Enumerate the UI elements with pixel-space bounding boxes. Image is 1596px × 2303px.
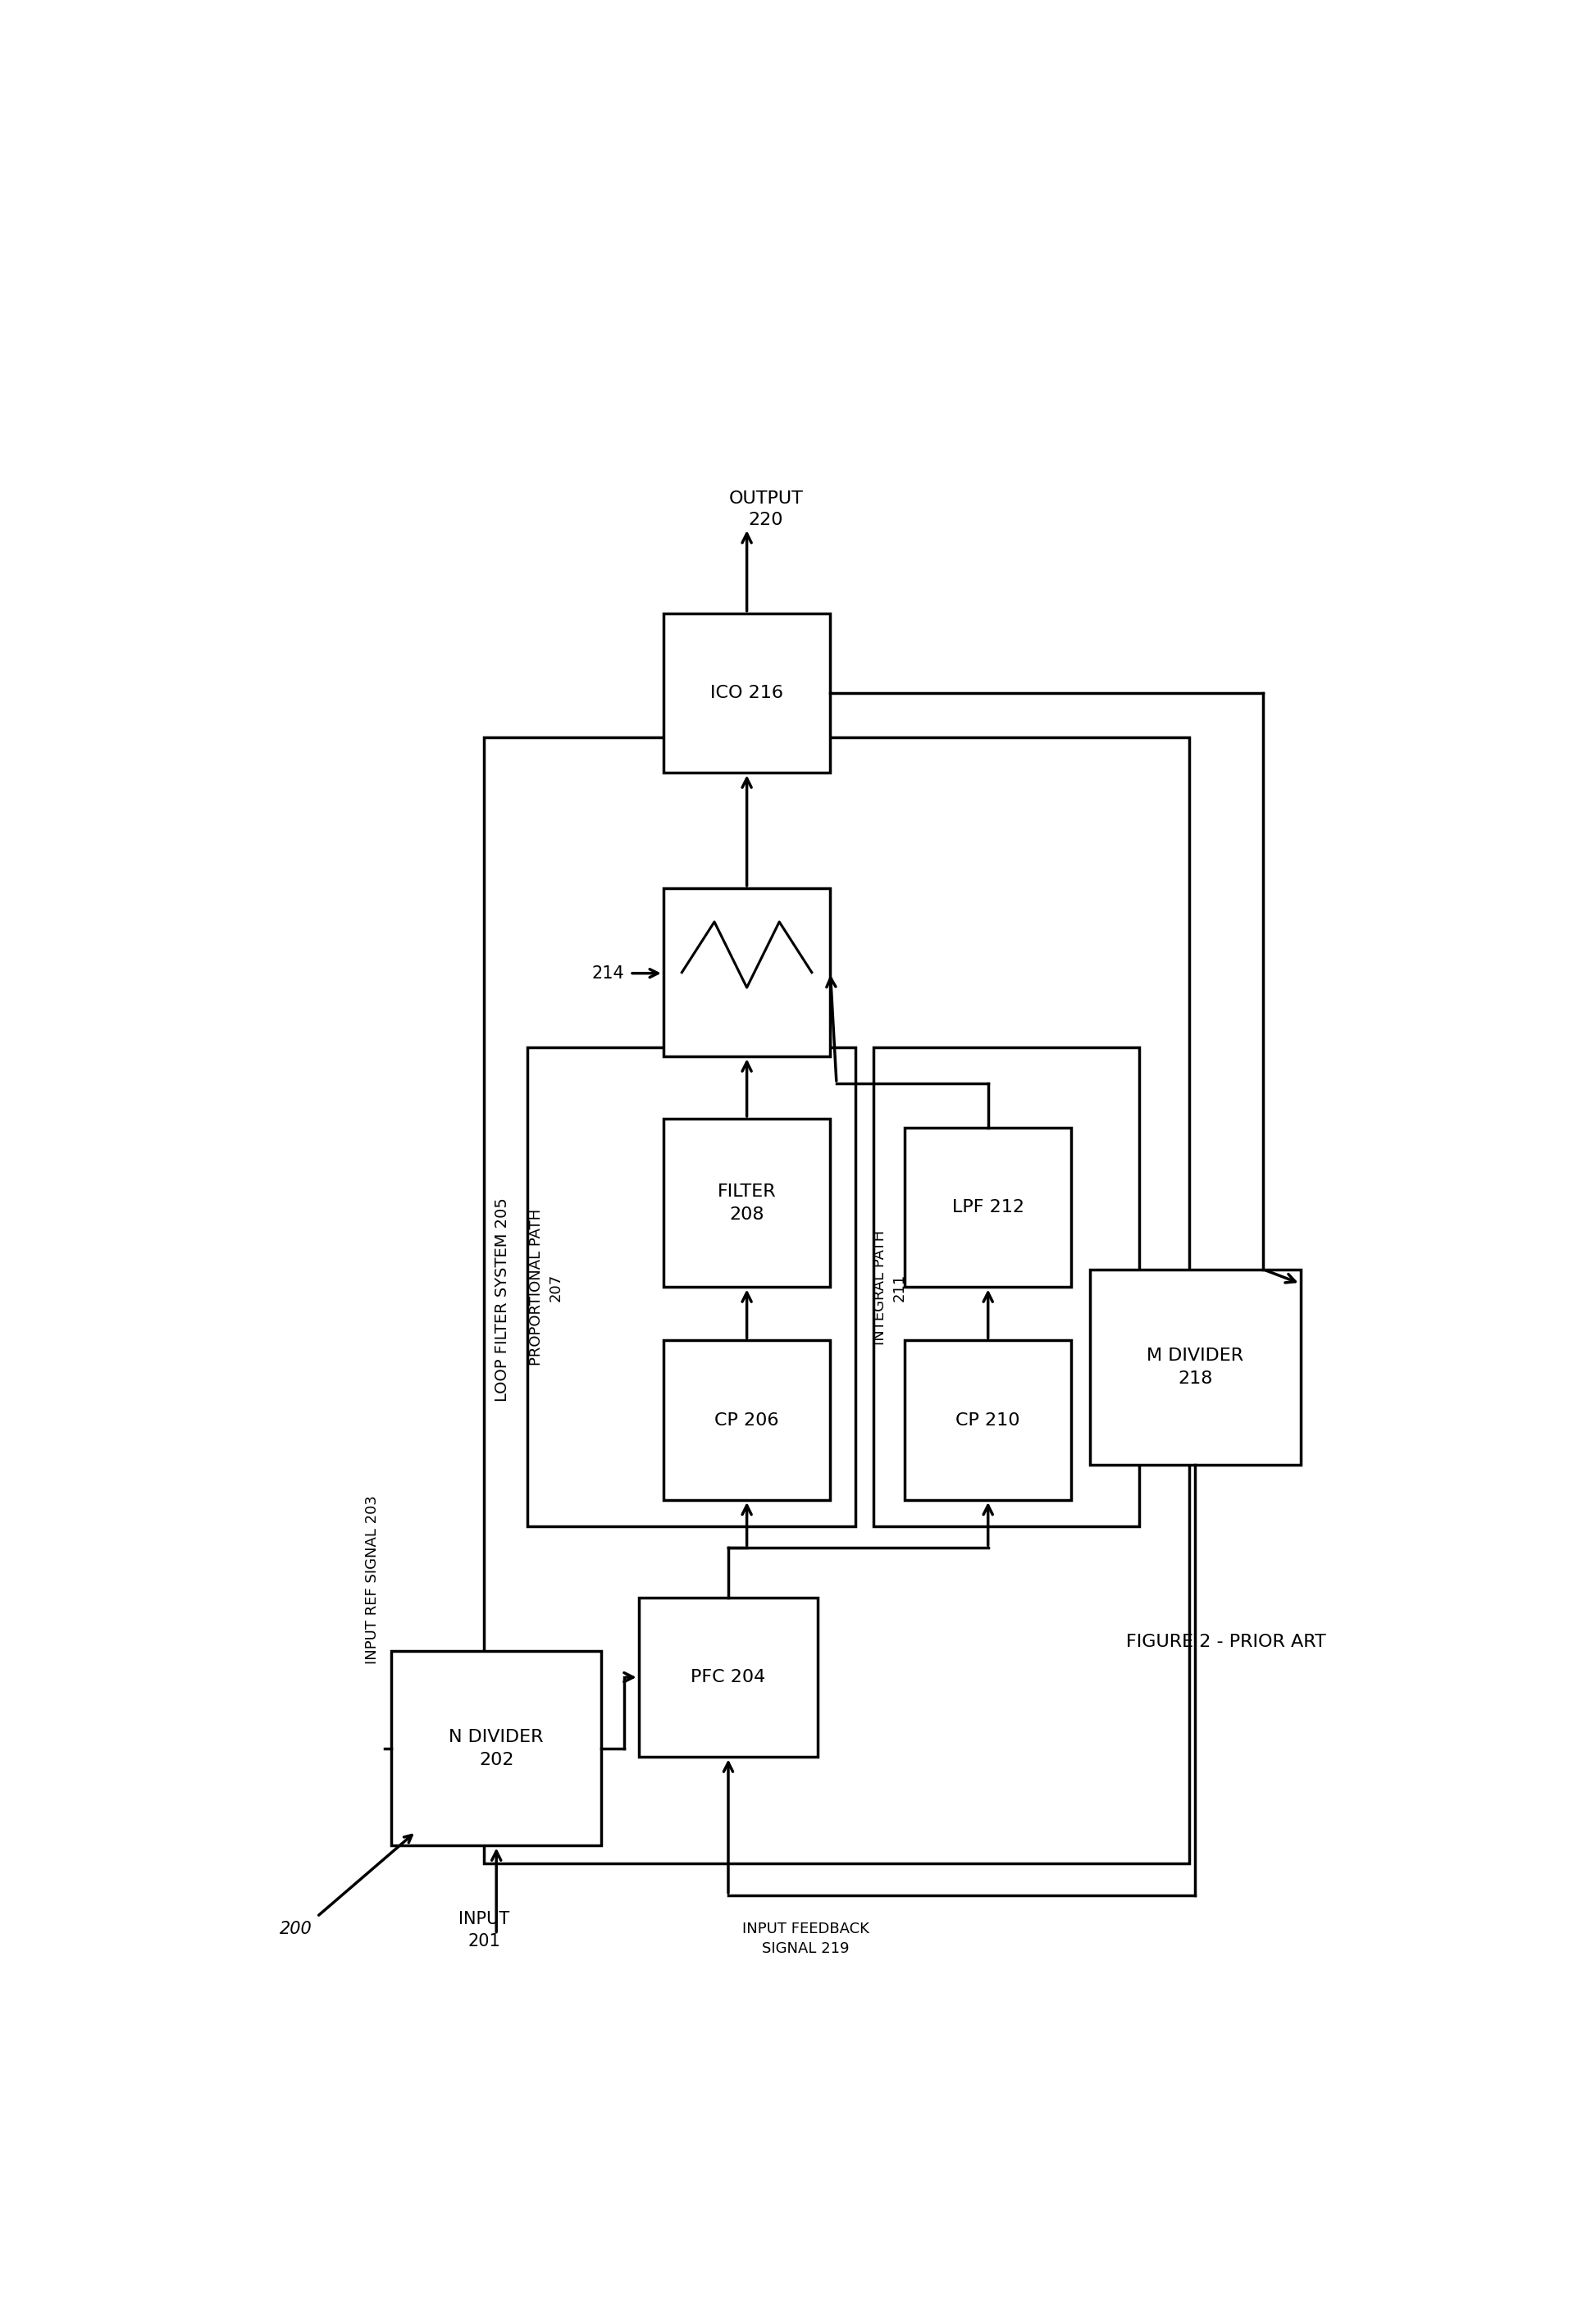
Bar	[638, 1598, 819, 1757]
Bar	[664, 889, 830, 1057]
Text: N DIVIDER
202: N DIVIDER 202	[448, 1730, 544, 1769]
Text: INPUT REF SIGNAL 203: INPUT REF SIGNAL 203	[365, 1495, 380, 1665]
Text: OUTPUT
220: OUTPUT 220	[729, 491, 803, 527]
Text: 200: 200	[279, 1921, 313, 1937]
Bar	[664, 1119, 830, 1287]
Text: PFC 204: PFC 204	[691, 1670, 766, 1686]
Bar	[664, 1340, 830, 1499]
Bar	[873, 1048, 1140, 1527]
Text: INTEGRAL PATH
211: INTEGRAL PATH 211	[873, 1230, 907, 1345]
Text: CP 210: CP 210	[956, 1412, 1020, 1428]
Text: CP 206: CP 206	[715, 1412, 779, 1428]
Bar	[527, 1048, 855, 1527]
Text: FIGURE 2 - PRIOR ART: FIGURE 2 - PRIOR ART	[1127, 1633, 1326, 1649]
Text: PROPORTIONAL PATH
207: PROPORTIONAL PATH 207	[528, 1209, 563, 1366]
Text: LPF 212: LPF 212	[951, 1200, 1025, 1216]
Bar	[905, 1340, 1071, 1499]
Text: FILTER
208: FILTER 208	[718, 1184, 776, 1223]
Bar	[484, 737, 1189, 1863]
Text: INPUT
201: INPUT 201	[458, 1911, 509, 1948]
Bar	[391, 1651, 602, 1845]
Text: ICO 216: ICO 216	[710, 684, 784, 702]
Bar	[664, 613, 830, 774]
Text: INPUT FEEDBACK
SIGNAL 219: INPUT FEEDBACK SIGNAL 219	[742, 1923, 870, 1955]
Text: M DIVIDER
218: M DIVIDER 218	[1148, 1347, 1243, 1386]
Text: LOOP FILTER SYSTEM 205: LOOP FILTER SYSTEM 205	[495, 1198, 511, 1403]
Bar	[1090, 1269, 1301, 1465]
Bar	[905, 1128, 1071, 1287]
Text: 214: 214	[592, 965, 624, 981]
